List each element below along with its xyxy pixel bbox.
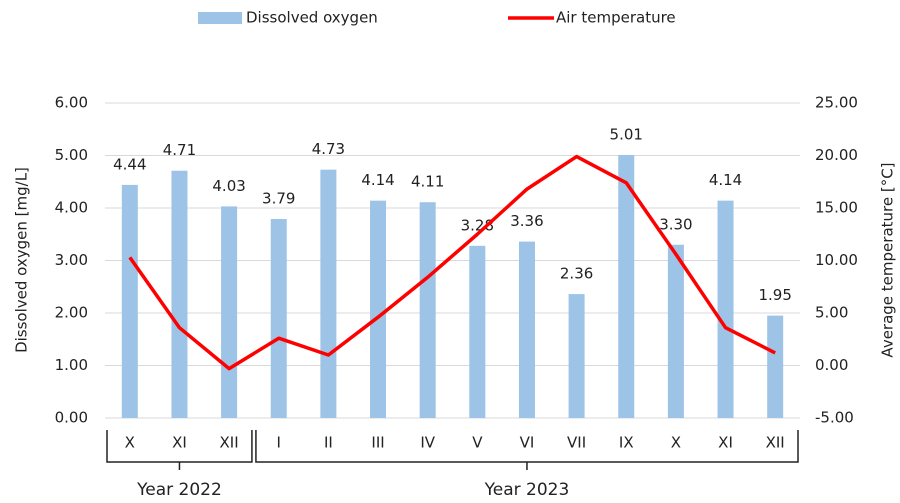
y-tick-label: 3.00 (55, 251, 88, 269)
group-bracket (255, 430, 799, 470)
bar (221, 206, 238, 418)
y2-tick-label: 10.00 (815, 251, 858, 269)
x-tick-label: XII (766, 434, 785, 452)
x-tick-label: XI (172, 434, 187, 452)
bar (270, 219, 287, 418)
bar (717, 200, 734, 418)
data-label: 3.79 (262, 190, 295, 208)
y2-tick-label: 20.00 (815, 146, 858, 164)
y-tick-label: 4.00 (55, 199, 88, 217)
bar (469, 245, 486, 418)
legend-label: Air temperature (556, 9, 676, 27)
y-tick-label: 0.00 (55, 409, 88, 427)
data-label: 4.71 (163, 141, 196, 159)
y-tick-label: 6.00 (55, 94, 88, 112)
group-bracket (106, 430, 253, 470)
y2-axis-title: Average temperature [°C] (879, 162, 897, 357)
bar (121, 184, 138, 418)
data-label: 2.36 (560, 265, 593, 283)
y-axis-title: Dissolved oxygen [mg/L] (13, 167, 31, 353)
data-label: 3.28 (461, 216, 494, 234)
line (128, 154, 776, 371)
bar (320, 169, 337, 418)
x-tick-label: X (671, 434, 681, 452)
bar (618, 154, 635, 418)
y2-tick-label: 5.00 (815, 304, 848, 322)
x-tick-label: X (125, 434, 135, 452)
x-tick-label: VI (520, 434, 535, 452)
x-tick-label: IX (619, 434, 634, 452)
bar (518, 241, 535, 418)
y-tick-label: 2.00 (55, 304, 88, 322)
bar (171, 170, 188, 418)
data-label: 5.01 (610, 125, 643, 143)
x-tick-label: III (371, 434, 384, 452)
data-label: 1.95 (758, 286, 791, 304)
group-label: Year 2022 (136, 480, 222, 500)
data-label: 4.14 (361, 171, 394, 189)
bar (370, 200, 387, 418)
y2-tick-label: 15.00 (815, 199, 858, 217)
x-tick-label: VII (567, 434, 586, 452)
y2-tick-label: -5.00 (815, 409, 854, 427)
y-tick-label: 5.00 (55, 146, 88, 164)
bar (767, 315, 784, 418)
group-label: Year 2023 (484, 480, 570, 500)
x-tick-label: XII (220, 434, 239, 452)
bar (667, 244, 684, 418)
data-label: 4.03 (212, 177, 245, 195)
x-tick-label: I (277, 434, 281, 452)
bar (568, 294, 585, 418)
y2-tick-label: 25.00 (815, 94, 858, 112)
y-tick-label: 1.00 (55, 356, 88, 374)
bar (419, 202, 436, 418)
x-tick-label: II (324, 434, 333, 452)
data-label: 3.30 (659, 215, 692, 233)
data-label: 4.14 (709, 171, 742, 189)
x-tick-label: V (472, 434, 483, 452)
y2-tick-label: 0.00 (815, 356, 848, 374)
legend-label: Dissolved oxygen (246, 9, 378, 27)
x-tick-label: IV (420, 434, 435, 452)
x-tick-label: XI (718, 434, 733, 452)
legend-swatch (198, 12, 242, 24)
data-label: 4.11 (411, 173, 444, 191)
data-label: 4.44 (113, 155, 146, 173)
data-label: 3.36 (510, 212, 543, 230)
data-label: 4.73 (312, 140, 345, 158)
